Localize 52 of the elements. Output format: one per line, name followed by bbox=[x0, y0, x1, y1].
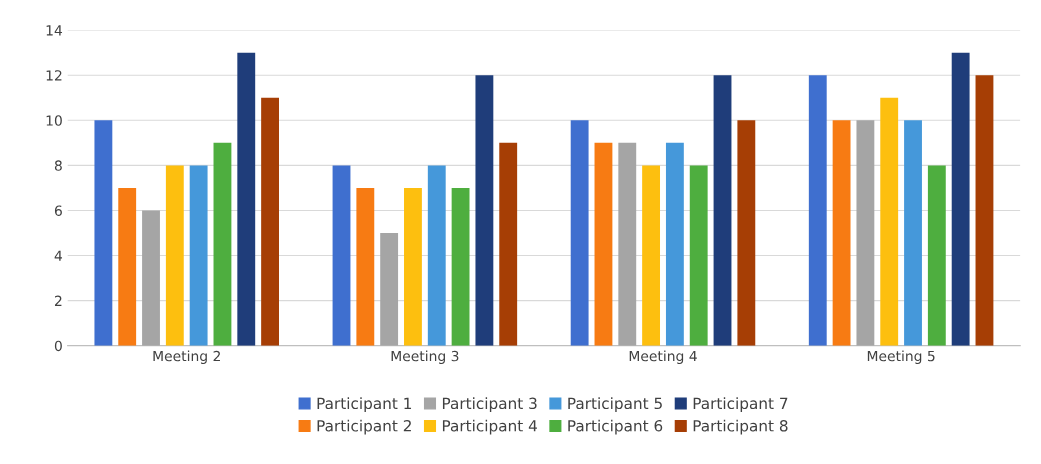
y-tick-label: 6 bbox=[54, 205, 62, 216]
y-tick-label: 4 bbox=[54, 250, 63, 261]
y-tick-label: 0 bbox=[54, 340, 62, 352]
bar bbox=[165, 165, 184, 346]
y-tick-label: 8 bbox=[54, 160, 62, 171]
legend-label: Participant 6 bbox=[568, 419, 663, 435]
bar bbox=[356, 187, 375, 346]
legend-label: Participant 7 bbox=[693, 397, 788, 413]
bar bbox=[261, 97, 279, 346]
bar bbox=[570, 120, 589, 346]
x-tick-label: Meeting 3 bbox=[391, 350, 459, 364]
bar bbox=[618, 142, 637, 346]
bar bbox=[665, 142, 684, 346]
bar bbox=[237, 52, 256, 346]
bar bbox=[499, 142, 518, 346]
bar bbox=[904, 120, 922, 346]
bar bbox=[404, 187, 422, 346]
bar bbox=[451, 187, 470, 346]
legend-label: Participant 5 bbox=[568, 397, 662, 413]
x-tick-label: Meeting 4 bbox=[629, 350, 697, 364]
bar bbox=[189, 165, 208, 346]
bar bbox=[118, 187, 137, 346]
bar bbox=[713, 75, 732, 346]
bar bbox=[94, 120, 113, 346]
x-tick-label: Meeting 2 bbox=[153, 350, 220, 364]
bar bbox=[880, 97, 899, 346]
bar bbox=[427, 165, 446, 346]
legend-label: Participant 4 bbox=[442, 419, 537, 435]
bar bbox=[832, 120, 851, 346]
y-tick-label: 2 bbox=[54, 295, 62, 306]
y-tick-label: 12 bbox=[46, 70, 62, 81]
bar bbox=[689, 165, 708, 346]
legend-label: Participant 2 bbox=[317, 419, 411, 435]
x-tick-label: Meeting 5 bbox=[867, 350, 935, 364]
bar bbox=[927, 165, 946, 346]
bar bbox=[475, 75, 494, 346]
y-tick-label: 10 bbox=[46, 115, 62, 126]
legend-label: Participant 1 bbox=[317, 397, 412, 413]
y-tick-label: 14 bbox=[46, 25, 63, 36]
bar bbox=[213, 142, 232, 346]
bar bbox=[380, 232, 399, 346]
bar bbox=[332, 165, 351, 346]
bar bbox=[808, 75, 827, 346]
bar bbox=[142, 210, 160, 346]
bar bbox=[642, 165, 661, 346]
legend-label: Participant 3 bbox=[442, 397, 537, 413]
bar bbox=[856, 120, 875, 346]
bar bbox=[737, 120, 756, 346]
bar bbox=[594, 142, 613, 346]
bar bbox=[951, 52, 970, 346]
legend-label: Participant 8 bbox=[693, 419, 788, 435]
bar bbox=[975, 75, 994, 346]
